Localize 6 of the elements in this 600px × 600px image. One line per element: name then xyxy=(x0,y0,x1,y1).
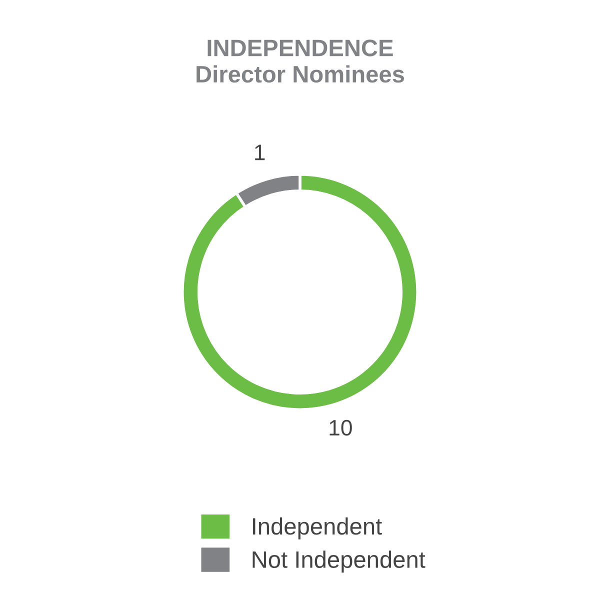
data-label: 10 xyxy=(330,420,352,436)
chart-title: INDEPENDENCE Director Nominees xyxy=(196,40,404,83)
data-label: 1 xyxy=(255,144,265,160)
donut-slice xyxy=(181,173,419,411)
legend-label: Independent xyxy=(253,517,382,540)
legend-label: Not Independent xyxy=(252,550,426,573)
